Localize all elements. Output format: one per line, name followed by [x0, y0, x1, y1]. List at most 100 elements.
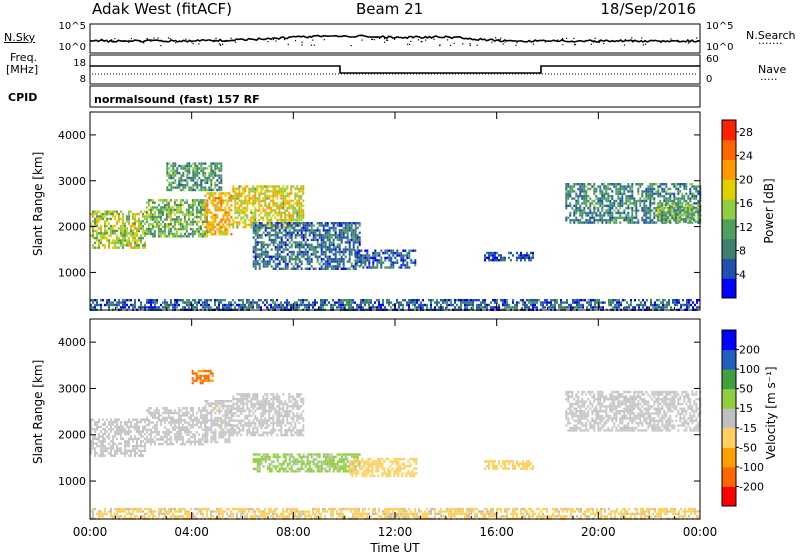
nsearch-dot	[417, 39, 420, 41]
power-cell	[177, 206, 180, 209]
power-cell	[687, 214, 690, 217]
power-cell	[676, 213, 679, 216]
power-cell	[378, 301, 380, 304]
power-cell	[124, 244, 126, 247]
power-cell	[264, 204, 267, 207]
vel-cell	[155, 416, 158, 419]
power-cell	[666, 303, 668, 307]
power-cell	[290, 234, 293, 237]
power-cell	[558, 306, 560, 309]
power-cell	[222, 213, 225, 217]
power-cell	[312, 246, 315, 249]
vel-cell	[177, 433, 180, 436]
power-cell	[308, 255, 311, 258]
power-cell	[334, 234, 337, 237]
power-cell	[182, 186, 185, 189]
power-cell	[681, 209, 684, 212]
vel-cell	[144, 425, 146, 429]
power-cell	[581, 187, 584, 191]
nsearch-dot	[185, 38, 187, 40]
power-cell	[530, 259, 532, 262]
power-cell	[625, 187, 628, 191]
power-cell	[185, 223, 188, 226]
power-cell	[686, 299, 688, 302]
power-cell	[222, 303, 224, 307]
nsky-tick-top-right: 10^5	[706, 21, 733, 32]
power-cell	[268, 260, 271, 263]
vel-cell	[102, 432, 104, 436]
vel-cell	[90, 449, 92, 453]
power-cell	[204, 186, 207, 189]
power-cell	[346, 234, 349, 237]
power-cell	[594, 303, 596, 307]
vel-cell	[110, 418, 112, 421]
vel-cell	[187, 411, 190, 415]
vel-cell	[104, 420, 106, 424]
power-cell	[332, 306, 334, 309]
vel-cell	[163, 431, 166, 434]
power-cell	[354, 251, 357, 255]
power-cell	[567, 204, 570, 207]
power-cell	[585, 192, 588, 195]
power-cell	[572, 299, 574, 302]
power-cell	[684, 218, 687, 221]
power-region-3	[232, 185, 305, 229]
power-cell	[147, 232, 150, 236]
power-cell	[362, 254, 365, 257]
power-cell	[580, 303, 582, 307]
power-cell	[693, 197, 696, 200]
power-cell	[274, 255, 277, 258]
power-cell	[144, 234, 146, 237]
power-cell	[155, 218, 158, 221]
power-cell	[588, 303, 590, 307]
vel-cell	[149, 411, 152, 415]
power-cell	[688, 213, 691, 216]
vel-cell	[175, 438, 178, 441]
power-cell	[254, 243, 257, 246]
power-cell	[368, 266, 371, 269]
power-cell	[173, 227, 176, 231]
power-cell	[198, 188, 201, 192]
power-cell	[348, 248, 351, 251]
power-cell	[268, 236, 271, 239]
power-cell	[384, 256, 387, 260]
power-cell	[206, 303, 208, 307]
power-cell	[560, 306, 562, 309]
vel-cell	[177, 431, 180, 434]
power-cell	[504, 303, 506, 307]
power-cell	[206, 213, 209, 217]
power-cell	[286, 192, 289, 195]
nsearch-dot	[597, 41, 599, 43]
power-cell	[136, 234, 138, 237]
power-cell	[569, 204, 572, 207]
vel-cell	[112, 440, 114, 443]
vel-cell	[116, 449, 118, 453]
power-cell	[334, 246, 337, 249]
power-cell	[284, 258, 287, 261]
power-cell	[516, 251, 518, 255]
power-cell	[286, 231, 289, 234]
power-cell	[354, 262, 357, 266]
power-cell	[656, 303, 658, 307]
power-cell	[552, 306, 554, 309]
power-cell	[256, 229, 259, 232]
power-cell	[196, 164, 199, 168]
vel-cell	[173, 426, 176, 429]
power-cell	[565, 190, 568, 193]
power-cell	[173, 201, 176, 204]
power-cell	[660, 206, 663, 209]
power-cell	[180, 181, 183, 184]
power-cell	[669, 199, 672, 203]
power-cell	[288, 231, 291, 234]
power-cell	[110, 229, 112, 233]
power-cell	[222, 209, 225, 212]
power-cell	[621, 211, 624, 215]
power-cell	[258, 192, 261, 195]
power-cell	[254, 301, 256, 304]
power-cell	[170, 301, 172, 304]
power-cell	[460, 301, 462, 304]
vel-cell	[155, 423, 158, 427]
power-cell	[258, 199, 261, 203]
power-cell	[136, 212, 138, 216]
power-cell	[240, 202, 243, 205]
